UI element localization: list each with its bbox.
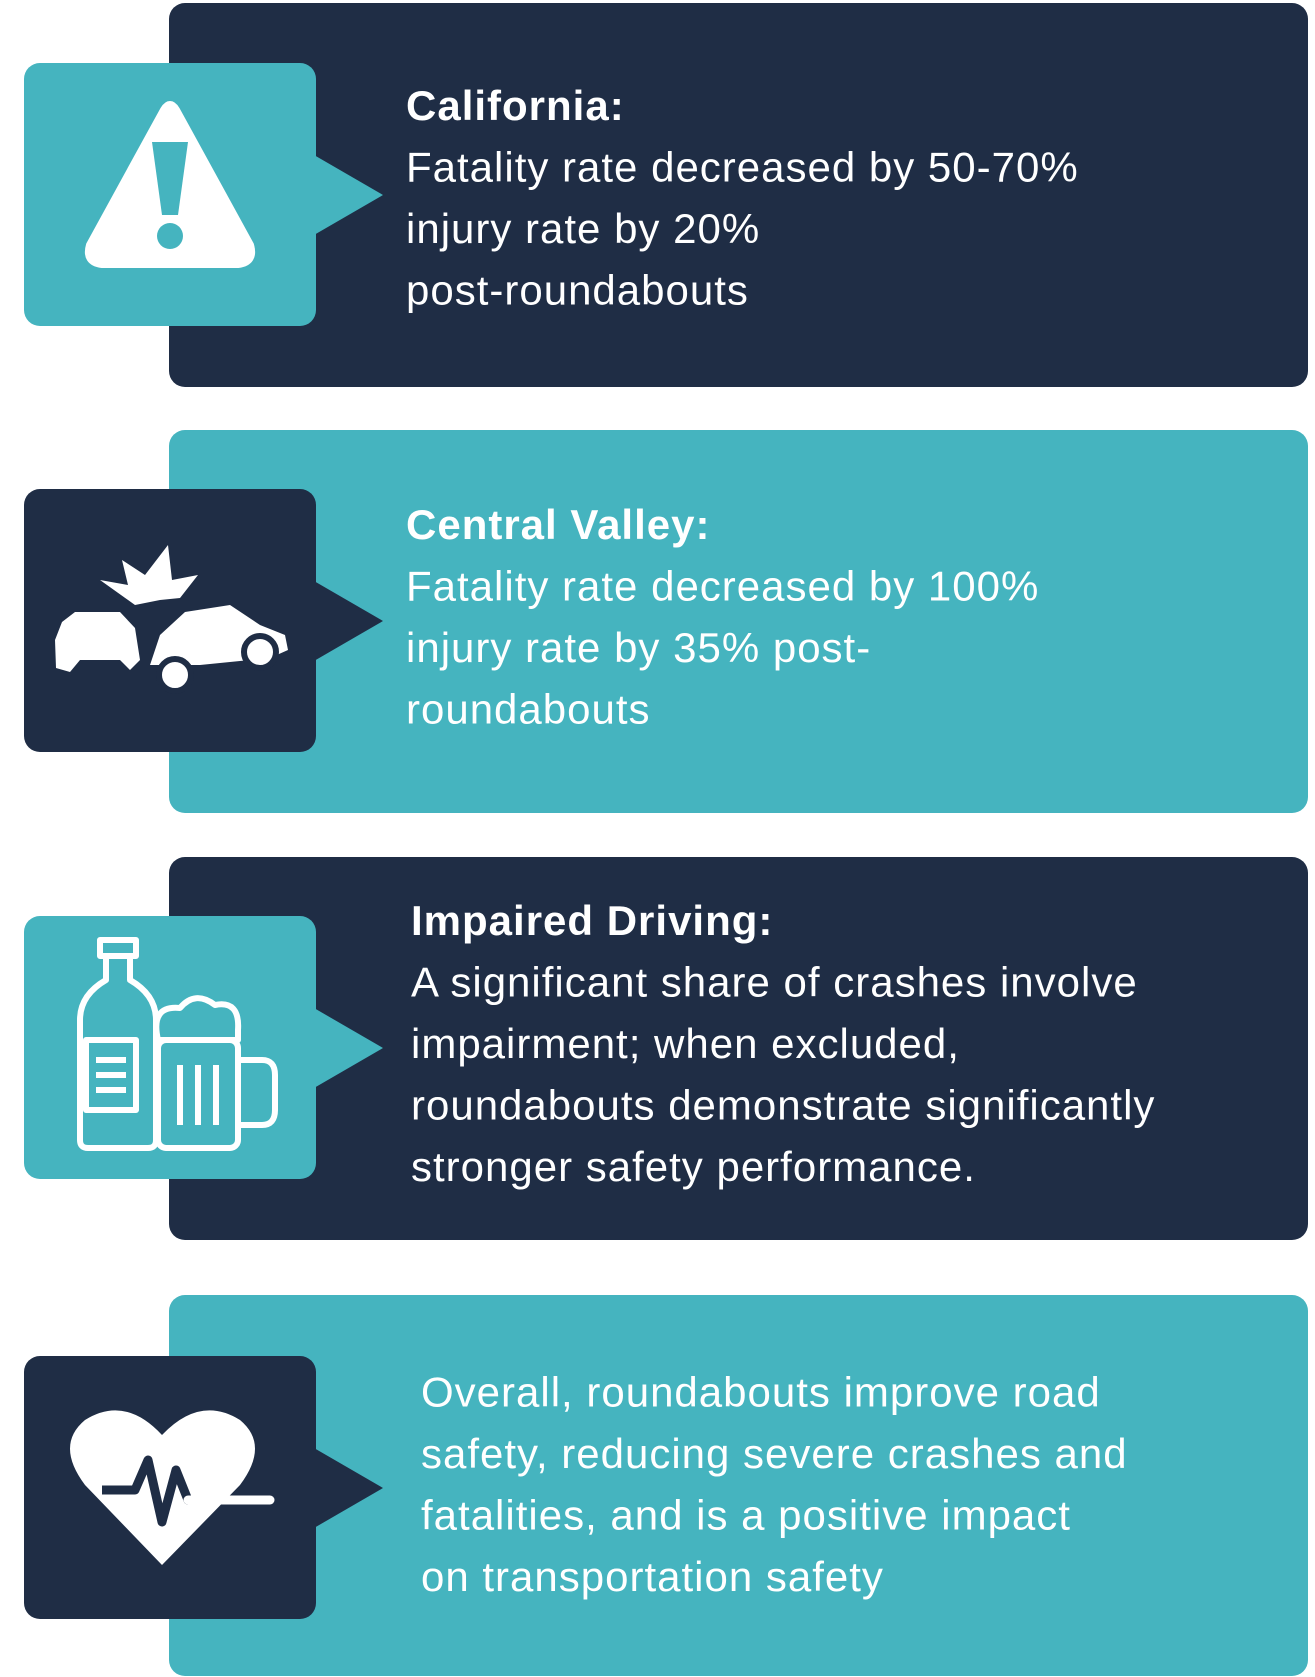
card-text: post-roundabouts: [406, 267, 749, 314]
card-title: California:: [406, 82, 625, 129]
pointer: [314, 1448, 383, 1528]
card-text: on transportation safety: [421, 1553, 884, 1600]
card-text: Overall, roundabouts improve road: [421, 1369, 1101, 1416]
icon-box: [24, 489, 316, 752]
card-title: Central Valley:: [406, 501, 710, 548]
warning-icon: [84, 101, 256, 268]
icon-box: [24, 916, 316, 1179]
pointer: [314, 581, 383, 661]
card-text: Fatality rate decreased by 50-70%: [406, 144, 1079, 191]
heart-icon: [70, 1410, 275, 1565]
drinks-icon: [77, 937, 278, 1151]
card-text: Fatality rate decreased by 100%: [406, 563, 1039, 610]
card-text: A significant share of crashes involve: [411, 959, 1138, 1006]
crash-icon: [55, 545, 288, 694]
card-title: Impaired Driving:: [411, 897, 773, 944]
card-text: roundabouts: [406, 686, 651, 733]
pointer: [314, 1008, 383, 1088]
card-text: injury rate by 20%: [406, 205, 760, 252]
card-text: stronger safety performance.: [411, 1143, 976, 1190]
card-text: injury rate by 35% post-: [406, 624, 871, 671]
card: [169, 3, 1308, 387]
card-text: safety, reducing severe crashes and: [421, 1430, 1128, 1477]
card: [169, 430, 1308, 813]
card: [169, 857, 1308, 1240]
card-text: roundabouts demonstrate significantly: [411, 1082, 1155, 1129]
card: [169, 1295, 1308, 1676]
card-text: impairment; when excluded,: [411, 1020, 960, 1067]
card-text: fatalities, and is a positive impact: [421, 1492, 1071, 1539]
pointer: [314, 155, 383, 235]
